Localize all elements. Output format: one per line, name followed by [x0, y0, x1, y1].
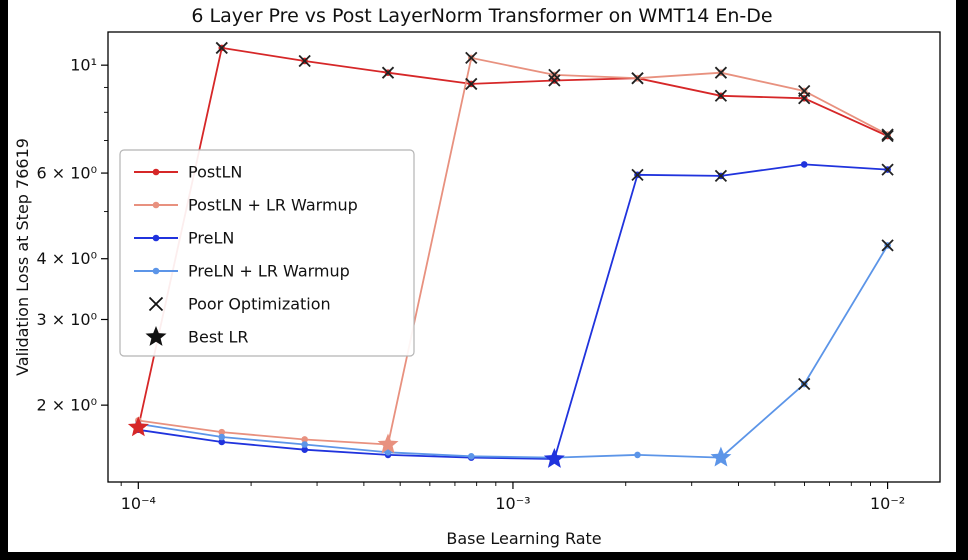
- poor-optimization-x-icon: [714, 66, 728, 79]
- chart: 6 Layer Pre vs Post LayerNorm Transforme…: [13, 5, 941, 548]
- poor-optimization-x-icon: [881, 239, 894, 252]
- data-point-dot: [800, 161, 808, 168]
- series-line-postln-lr-warmup: [138, 56, 889, 446]
- legend-entry-postln-lr-warmup: PostLN + LR Warmup: [134, 196, 358, 215]
- legend-dot-sample: [152, 168, 160, 176]
- poor-optimization-x-icon: [381, 66, 395, 79]
- poor-optimization-x-icon: [798, 84, 811, 98]
- legend-label: PreLN: [188, 229, 234, 248]
- y-axis-label: Validation Loss at Step 76619: [13, 138, 32, 376]
- data-point-dot: [218, 433, 226, 441]
- poor-optimization-x-icon: [548, 74, 561, 87]
- poor-optimization-x-icon: [881, 163, 894, 176]
- poor-optimization-x-icon: [881, 129, 894, 143]
- series-line-preln-lr-warmup: [138, 244, 889, 459]
- legend-entry-poor-optimization: Poor Optimization: [148, 295, 331, 314]
- legend-label: PreLN + LR Warmup: [188, 262, 350, 281]
- legend-label: Best LR: [188, 328, 249, 347]
- data-point-dot: [301, 436, 308, 443]
- y-tick-label: 2 × 10⁰: [36, 396, 97, 415]
- best-lr-star-icon: [543, 448, 565, 468]
- data-point-dot: [467, 452, 475, 460]
- legend-entry-postln: PostLN: [134, 163, 242, 182]
- poor-optimization-x-icon: [215, 41, 228, 55]
- series-line-postln: [137, 46, 888, 428]
- x-axis-label: Base Learning Rate: [446, 529, 601, 548]
- poor-optimization-x-icon: [714, 169, 728, 183]
- poor-optimization-x-icon: [798, 377, 811, 391]
- poor-optimization-x-icon: [881, 128, 894, 141]
- legend-dot-sample: [152, 201, 160, 209]
- data-point-dot: [301, 441, 308, 448]
- axes-frame: [107, 31, 941, 483]
- x-tick-label: 10⁻⁴: [121, 494, 156, 513]
- legend-label: PostLN: [188, 163, 242, 182]
- data-point-dot: [301, 446, 308, 453]
- best-lr-star-icon: [377, 433, 399, 454]
- legend-box: [119, 149, 415, 357]
- data-point-dot: [218, 428, 226, 436]
- legend-entry-preln: PreLN: [134, 229, 234, 248]
- y-tick-label: 3 × 10⁰: [36, 310, 97, 329]
- legend-dot-sample: [152, 267, 160, 275]
- legend-dot-sample: [152, 234, 160, 242]
- poor-optimization-x-icon: [465, 77, 478, 91]
- legend-label: PostLN + LR Warmup: [188, 196, 358, 215]
- series-line-preln: [138, 163, 888, 460]
- figure: 6 Layer Pre vs Post LayerNorm Transforme…: [8, 0, 956, 552]
- data-point-dot: [218, 438, 226, 446]
- legend: PostLN PostLN + LR Warmup PreLN PreLN + LR …: [119, 149, 415, 357]
- y-tick-label: 6 × 10⁰: [36, 164, 97, 183]
- y-tick-label: 10¹: [70, 56, 97, 75]
- best-lr-legend-star-icon: [145, 326, 167, 346]
- data-point-dot: [634, 451, 641, 459]
- best-lr-star-icon: [127, 416, 149, 437]
- poor-optimization-x-icon: [298, 54, 311, 68]
- poor-optimization-x-icon: [631, 72, 644, 85]
- y-tick-label: 4 × 10⁰: [36, 249, 97, 268]
- legend-entry-best-lr: Best LR: [145, 326, 249, 347]
- plot-area: 10⁻⁴ 10⁻³ 10⁻² 2 × 10⁰ 3 × 10⁰ 4 × 10⁰ 6 × 10⁰…: [36, 31, 941, 513]
- legend-label: Poor Optimization: [188, 295, 331, 314]
- legend-entry-preln-lr-warmup: PreLN + LR Warmup: [134, 262, 350, 281]
- data-point-dot: [384, 448, 392, 456]
- x-tick-label: 10⁻²: [870, 494, 905, 513]
- poor-optimization-x-icon: [465, 51, 478, 65]
- poor-optimization-x-icon: [548, 68, 561, 82]
- poor-optimization-x-icon: [631, 168, 644, 181]
- best-lr-star-icon: [710, 446, 732, 467]
- poor-optimization-legend-x-icon: [148, 296, 164, 312]
- poor-optimization-x-icon: [714, 89, 728, 102]
- chart-title: 6 Layer Pre vs Post LayerNorm Transforme…: [191, 5, 772, 27]
- x-tick-label: 10⁻³: [495, 494, 530, 513]
